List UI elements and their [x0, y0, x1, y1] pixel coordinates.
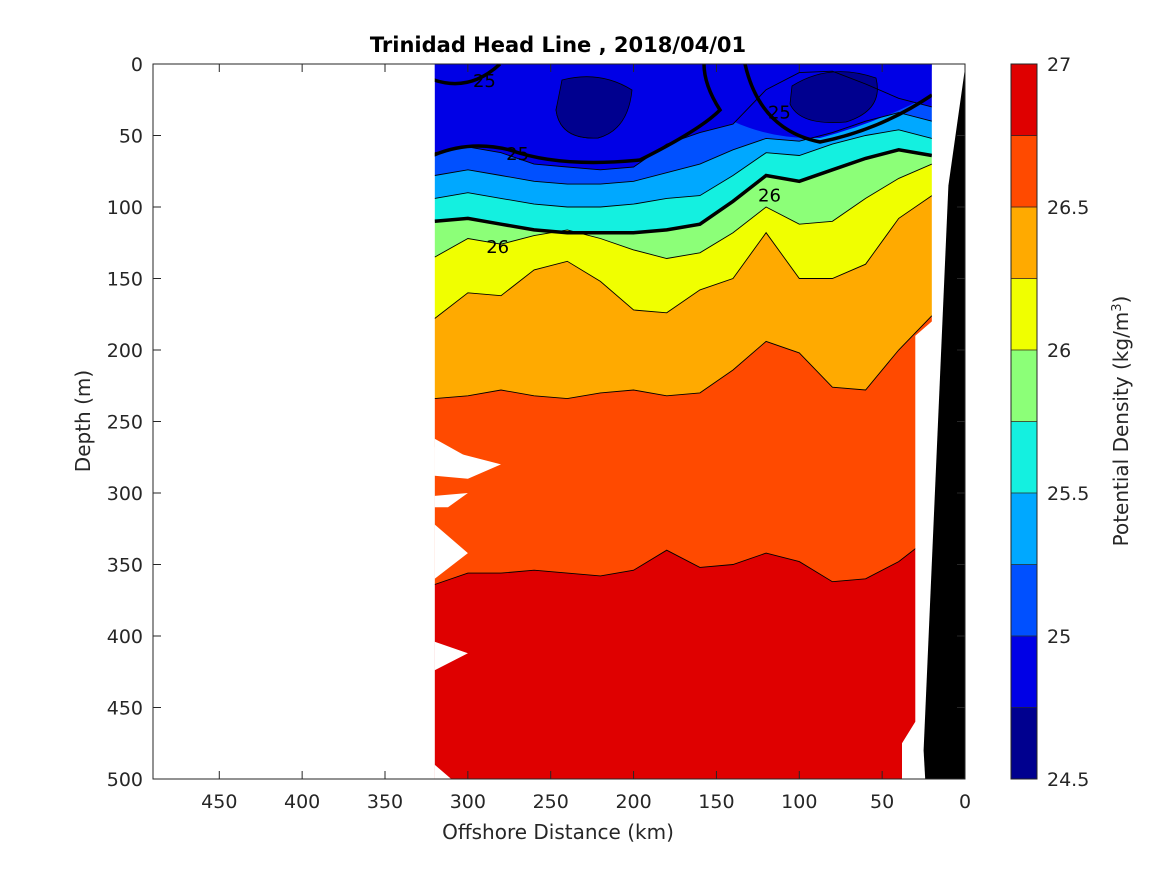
- density-lens-left: [434, 64, 500, 84]
- density-pocket-offshore-top: [555, 76, 633, 139]
- contour-line-25-5: [434, 112, 933, 185]
- y-tick-label-50: 50: [119, 126, 143, 148]
- y-tick-label-250: 250: [107, 412, 143, 434]
- contour-line-26-5: [434, 195, 933, 319]
- x-tick-label-150: 150: [698, 791, 734, 813]
- colorbar-band-5: [1011, 350, 1037, 422]
- y-tick-label-450: 450: [107, 698, 143, 720]
- contour-line-25-offshore: [433, 64, 723, 165]
- colorbar-tick-label-24.5: 24.5: [1047, 769, 1089, 791]
- colorbar-label-exponent: 3: [1110, 303, 1125, 311]
- contour-label-3: 26: [486, 237, 509, 258]
- colorbar-label-close: ): [1109, 296, 1133, 304]
- contour-line-26-25: [434, 163, 933, 259]
- colorbar-band-0: [1011, 707, 1037, 780]
- x-tick-label-200: 200: [615, 791, 651, 813]
- x-tick-label-450: 450: [201, 791, 237, 813]
- x-tick-label-250: 250: [533, 791, 569, 813]
- colorbar-tick-label-25.5: 25.5: [1047, 483, 1089, 505]
- chart-title: Trinidad Head Line , 2018/04/01: [370, 33, 746, 57]
- y-tick-label-300: 300: [107, 483, 143, 505]
- no-data-notch-3: [434, 493, 468, 508]
- contour-line-26-0: [434, 148, 933, 235]
- contour-line-25-75: [434, 129, 933, 208]
- no-data-offshore: [153, 64, 435, 779]
- colorbar-tick-label-25: 25: [1047, 626, 1071, 648]
- colorbar-label-main: Potential Density (kg/m: [1109, 312, 1133, 547]
- colorbar: 24.5 25 25.5 26 26.5 27 Potential Density (kg…: [1010, 54, 1133, 791]
- x-tick-label-100: 100: [781, 791, 817, 813]
- no-data-masks: [153, 64, 965, 779]
- x-tick-label-400: 400: [284, 791, 320, 813]
- y-tick-label-500: 500: [107, 769, 143, 791]
- contour-label-4: 26: [758, 186, 781, 207]
- colorbar-band-2: [1011, 564, 1037, 637]
- y-tick-label-200: 200: [107, 340, 143, 362]
- colorbar-tick-label-26.5: 26.5: [1047, 197, 1089, 219]
- x-axis-ticks: 450 400 350 300 250 200 150 100 50 0: [201, 64, 971, 813]
- density-band-26-25: [434, 164, 932, 319]
- colorbar-band-7: [1011, 207, 1037, 279]
- density-band-26-5: [434, 195, 932, 399]
- contour-line-25-nearshore: [743, 64, 933, 144]
- colorbar-band-3: [1011, 493, 1037, 565]
- x-tick-label-300: 300: [450, 791, 486, 813]
- colorbar-band-4: [1011, 421, 1037, 494]
- x-tick-label-50: 50: [870, 791, 894, 813]
- x-tick-label-0: 0: [959, 791, 971, 813]
- contour-label-0: 25: [473, 71, 496, 92]
- colorbar-band-9: [1011, 64, 1037, 136]
- contour-line-26-75: [434, 315, 933, 400]
- no-data-notch-5: [434, 641, 468, 671]
- contour-line-25-surface: [433, 64, 502, 86]
- density-band-25-75: [434, 129, 932, 233]
- contour-labels: 25 25 25 26 26: [473, 71, 791, 258]
- y-tick-label-100: 100: [107, 197, 143, 219]
- contour-label-1: 25: [506, 144, 529, 165]
- no-data-notch-2: [434, 447, 501, 479]
- no-data-notch-4: [434, 524, 468, 579]
- contour-lines: [433, 64, 933, 585]
- contour-fills: [434, 64, 932, 779]
- density-band-27-0: [434, 535, 932, 779]
- density-pocket-nearshore-top: [789, 71, 878, 123]
- bathymetry-shelf: [923, 68, 965, 779]
- contour-label-2: 25: [768, 103, 791, 124]
- y-tick-label-0: 0: [131, 54, 143, 76]
- y-axis-ticks: 0 50 100 150 200 250 300 350 400 450 500: [107, 54, 965, 791]
- colorbar-ticks: 24.5 25 25.5 26 26.5 27: [1011, 54, 1089, 791]
- colorbar-band-6: [1011, 278, 1037, 351]
- y-tick-label-350: 350: [107, 555, 143, 577]
- y-tick-label-400: 400: [107, 626, 143, 648]
- no-data-notch-6: [434, 764, 452, 779]
- density-band-26-75: [434, 315, 932, 585]
- colorbar-tick-label-26: 26: [1047, 340, 1071, 362]
- colorbar-band-1: [1011, 636, 1037, 708]
- colorbar-tick-label-27: 27: [1047, 54, 1071, 76]
- x-axis-label: Offshore Distance (km): [442, 820, 674, 844]
- x-tick-label-350: 350: [367, 791, 403, 813]
- contour-line-27-0: [434, 535, 933, 585]
- y-tick-label-150: 150: [107, 269, 143, 291]
- colorbar-bands: [1011, 64, 1037, 780]
- y-axis-label: Depth (m): [71, 370, 95, 472]
- colorbar-label: Potential Density (kg/m3): [1109, 296, 1133, 547]
- colorbar-band-8: [1011, 135, 1037, 208]
